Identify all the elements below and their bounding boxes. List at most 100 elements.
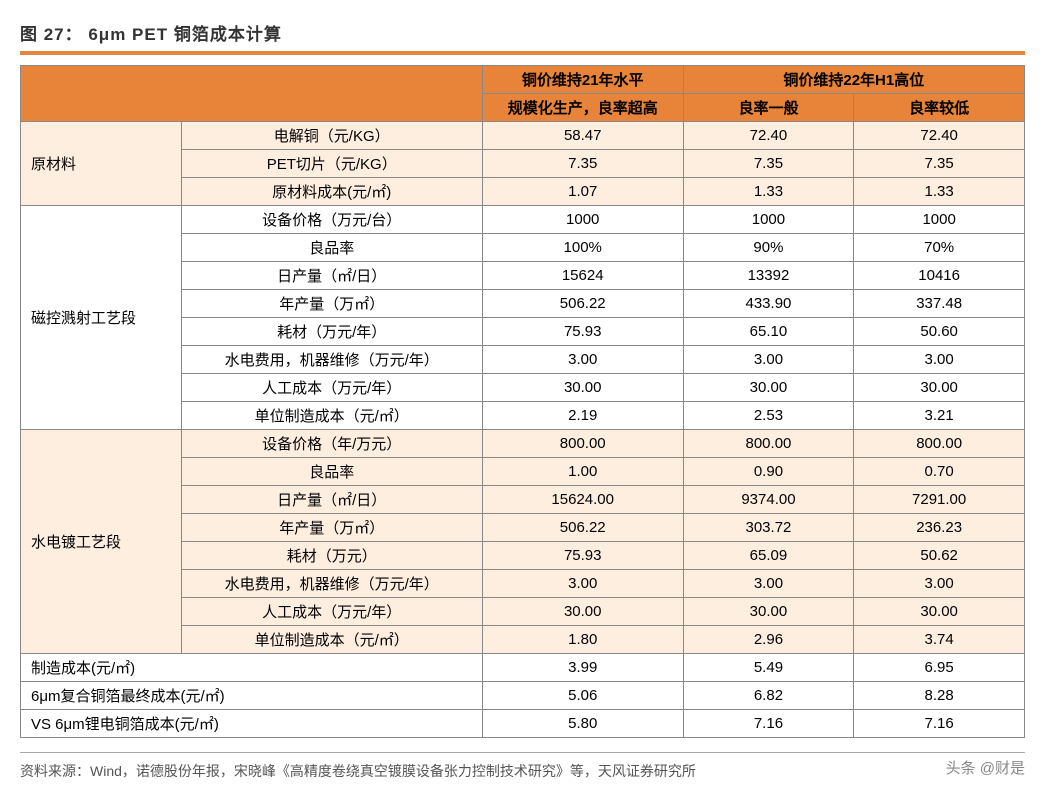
cell-value: 3.74 [854, 626, 1025, 654]
cell-value: 5.80 [482, 710, 683, 738]
cell-value: 1.07 [482, 178, 683, 206]
cell-value: 15624.00 [482, 486, 683, 514]
row-label: 年产量（万㎡） [181, 514, 482, 542]
row-label: 设备价格（年/万元） [181, 430, 482, 458]
cell-value: 5.06 [482, 682, 683, 710]
row-label: 单位制造成本（元/㎡） [181, 626, 482, 654]
cell-value: 2.96 [683, 626, 854, 654]
cell-value: 3.21 [854, 402, 1025, 430]
table-row: 水电镀工艺段设备价格（年/万元）800.00800.00800.00 [21, 430, 1025, 458]
cell-value: 7.35 [854, 150, 1025, 178]
table-header: 铜价维持21年水平 铜价维持22年H1高位 规模化生产，良率超高 良率一般 良率… [21, 66, 1025, 122]
cell-value: 7.16 [854, 710, 1025, 738]
cell-value: 3.00 [683, 570, 854, 598]
cell-value: 7.35 [482, 150, 683, 178]
figure-title: 图 27： 6μm PET 铜箔成本计算 [20, 20, 1025, 45]
row-label: 年产量（万㎡） [181, 290, 482, 318]
header-group1: 铜价维持21年水平 [482, 66, 683, 94]
cell-value: 70% [854, 234, 1025, 262]
row-label: 耗材（万元/年） [181, 318, 482, 346]
watermark: 头条 @财是 [946, 757, 1025, 778]
row-label: 单位制造成本（元/㎡） [181, 402, 482, 430]
summary-row: 6μm复合铜箔最终成本(元/㎡)5.066.828.28 [21, 682, 1025, 710]
cell-value: 50.60 [854, 318, 1025, 346]
cell-value: 506.22 [482, 514, 683, 542]
cell-value: 1000 [683, 206, 854, 234]
row-label: 良品率 [181, 234, 482, 262]
header-sub1: 规模化生产，良率超高 [482, 94, 683, 122]
cell-value: 15624 [482, 262, 683, 290]
cell-value: 1.00 [482, 458, 683, 486]
row-label: 人工成本（万元/年） [181, 374, 482, 402]
cell-value: 6.95 [854, 654, 1025, 682]
cell-value: 3.00 [482, 346, 683, 374]
header-blank [21, 66, 483, 122]
summary-label: VS 6μm锂电铜箔成本(元/㎡) [21, 710, 483, 738]
cell-value: 7.35 [683, 150, 854, 178]
cell-value: 506.22 [482, 290, 683, 318]
cell-value: 6.82 [683, 682, 854, 710]
cell-value: 3.00 [482, 570, 683, 598]
cell-value: 3.00 [683, 346, 854, 374]
cell-value: 30.00 [683, 598, 854, 626]
cell-value: 65.09 [683, 542, 854, 570]
cell-value: 30.00 [854, 598, 1025, 626]
cell-value: 800.00 [683, 430, 854, 458]
header-group2: 铜价维持22年H1高位 [683, 66, 1024, 94]
cost-table: 铜价维持21年水平 铜价维持22年H1高位 规模化生产，良率超高 良率一般 良率… [20, 65, 1025, 738]
cell-value: 2.19 [482, 402, 683, 430]
cell-value: 72.40 [854, 122, 1025, 150]
cell-value: 1.33 [683, 178, 854, 206]
cell-value: 30.00 [854, 374, 1025, 402]
cell-value: 3.99 [482, 654, 683, 682]
cell-value: 7.16 [683, 710, 854, 738]
cell-value: 30.00 [482, 374, 683, 402]
header-sub2: 良率一般 [683, 94, 854, 122]
cell-value: 7291.00 [854, 486, 1025, 514]
cell-value: 10416 [854, 262, 1025, 290]
section-name: 原材料 [21, 122, 182, 206]
row-label: 电解铜（元/KG） [181, 122, 482, 150]
table-row: 原材料电解铜（元/KG）58.4772.4072.40 [21, 122, 1025, 150]
summary-row: 制造成本(元/㎡)3.995.496.95 [21, 654, 1025, 682]
cell-value: 8.28 [854, 682, 1025, 710]
section-name: 水电镀工艺段 [21, 430, 182, 654]
footer-divider [20, 752, 1025, 753]
cell-value: 1.80 [482, 626, 683, 654]
table-body: 原材料电解铜（元/KG）58.4772.4072.40PET切片（元/KG）7.… [21, 122, 1025, 738]
summary-label: 制造成本(元/㎡) [21, 654, 483, 682]
cell-value: 303.72 [683, 514, 854, 542]
row-label: 日产量（㎡/日） [181, 486, 482, 514]
cell-value: 1.33 [854, 178, 1025, 206]
cell-value: 75.93 [482, 318, 683, 346]
cell-value: 236.23 [854, 514, 1025, 542]
source-text: 资料来源：Wind，诺德股份年报，宋晓峰《高精度卷绕真空镀膜设备张力控制技术研究… [20, 763, 696, 779]
row-label: 原材料成本(元/㎡) [181, 178, 482, 206]
cell-value: 75.93 [482, 542, 683, 570]
row-label: PET切片（元/KG） [181, 150, 482, 178]
cell-value: 30.00 [683, 374, 854, 402]
cell-value: 800.00 [482, 430, 683, 458]
row-label: 水电费用，机器维修（万元/年） [181, 570, 482, 598]
cell-value: 337.48 [854, 290, 1025, 318]
cell-value: 2.53 [683, 402, 854, 430]
cell-value: 5.49 [683, 654, 854, 682]
cell-value: 1000 [854, 206, 1025, 234]
title-underline [20, 51, 1025, 55]
cell-value: 72.40 [683, 122, 854, 150]
cell-value: 30.00 [482, 598, 683, 626]
cell-value: 0.70 [854, 458, 1025, 486]
cell-value: 9374.00 [683, 486, 854, 514]
row-label: 日产量（㎡/日） [181, 262, 482, 290]
row-label: 水电费用，机器维修（万元/年） [181, 346, 482, 374]
cell-value: 0.90 [683, 458, 854, 486]
cell-value: 3.00 [854, 570, 1025, 598]
cell-value: 90% [683, 234, 854, 262]
summary-label: 6μm复合铜箔最终成本(元/㎡) [21, 682, 483, 710]
cell-value: 65.10 [683, 318, 854, 346]
cell-value: 100% [482, 234, 683, 262]
cell-value: 3.00 [854, 346, 1025, 374]
row-label: 良品率 [181, 458, 482, 486]
header-sub3: 良率较低 [854, 94, 1025, 122]
cell-value: 800.00 [854, 430, 1025, 458]
